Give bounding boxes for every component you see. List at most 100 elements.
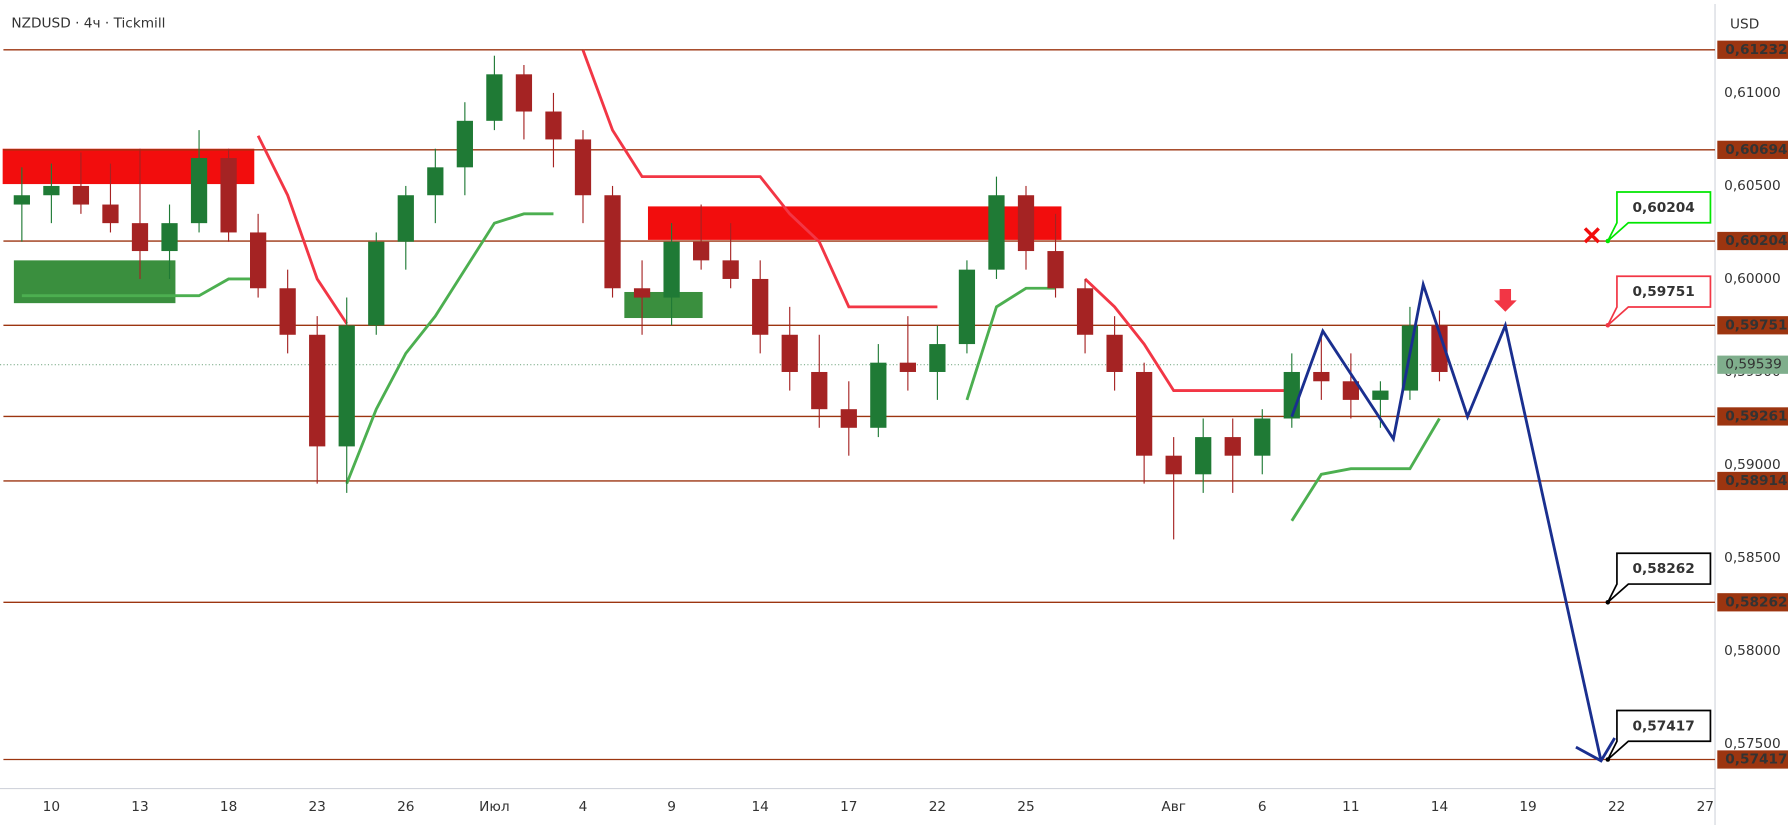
candle-body — [1136, 371, 1153, 456]
level-price-label: 0,60204 — [1725, 233, 1787, 249]
x-tick-label: 14 — [1431, 799, 1448, 815]
y-tick-label: 0,57500 — [1724, 736, 1781, 752]
trend-line — [256, 49, 1292, 393]
level-price-label: 0,58914 — [1725, 473, 1787, 489]
x-tick-label: 22 — [929, 799, 946, 815]
x-tick-label: 25 — [1017, 799, 1034, 815]
callout-label: 0,58262 — [1633, 561, 1695, 577]
candle-body — [427, 167, 444, 196]
pattern-line — [1290, 278, 1603, 762]
candle-body — [1313, 371, 1330, 382]
candle-body — [1342, 381, 1359, 400]
candle-body — [870, 362, 887, 428]
candle-body — [456, 120, 473, 168]
candle-body — [663, 241, 680, 298]
candle-body — [102, 204, 119, 224]
cancel-mark — [1583, 227, 1600, 244]
level-price-label: 0,57417 — [1725, 751, 1787, 767]
candle-body — [840, 409, 857, 428]
callout-point — [1605, 757, 1611, 762]
level-price-tag — [1717, 140, 1788, 159]
candle-body — [1431, 325, 1448, 372]
y-tick-label: 0,59000 — [1724, 457, 1781, 473]
level-price-tag — [1717, 407, 1788, 426]
candle-body — [279, 288, 296, 335]
currency-label: USD — [1730, 17, 1759, 33]
candle-body — [309, 334, 326, 447]
candle-body — [1017, 195, 1035, 252]
level-price-label: 0,59261 — [1725, 408, 1787, 424]
candle-body — [722, 260, 739, 279]
y-tick-label: 0,60000 — [1724, 271, 1781, 287]
level-price-label: 0,59751 — [1725, 317, 1787, 333]
y-tick-label: 0,61000 — [1724, 85, 1781, 101]
candle-body — [1106, 334, 1123, 372]
candle-body — [43, 185, 60, 196]
candle-body — [781, 334, 798, 372]
level-price-tag — [1717, 593, 1788, 612]
candle-body — [929, 344, 946, 372]
chart-title: NZDUSD · 4ч · Tickmill — [11, 15, 165, 31]
candle-body — [1076, 288, 1094, 335]
level-price-tag — [1717, 471, 1788, 491]
background — [0, 3, 1788, 826]
candle-body — [899, 362, 916, 372]
candle-body — [131, 223, 149, 252]
candle-body — [1195, 437, 1212, 475]
x-tick-label: 11 — [1342, 799, 1359, 815]
candle-body — [958, 269, 976, 345]
candle-body — [811, 371, 828, 410]
callout-point — [1605, 238, 1611, 244]
y-tick-label: 0,58000 — [1724, 643, 1781, 659]
x-tick-label: 6 — [1258, 799, 1267, 815]
candle-body — [1254, 418, 1271, 456]
x-tick-label: 18 — [220, 799, 237, 815]
y-tick-label: 0,60500 — [1724, 178, 1781, 194]
x-tick-label: 22 — [1608, 799, 1625, 815]
x-tick-label: Авг — [1161, 799, 1186, 815]
pattern-arrowhead — [1575, 737, 1616, 763]
zone — [2, 148, 255, 185]
candle-body — [1165, 455, 1182, 475]
x-tick-label: 27 — [1697, 799, 1714, 815]
x-tick-label: 4 — [579, 799, 588, 815]
candle-body — [338, 325, 355, 447]
candle-body — [13, 195, 30, 205]
x-tick-label: 23 — [308, 799, 325, 815]
candle-body — [1372, 390, 1389, 400]
candle-body — [988, 195, 1005, 270]
level-price-tag — [1717, 40, 1788, 59]
x-tick-label: 10 — [43, 799, 60, 815]
candle-body — [574, 139, 592, 196]
callout-point — [1605, 323, 1611, 328]
candle-body — [250, 232, 267, 289]
candle-body — [1224, 437, 1241, 456]
candle-body — [545, 111, 562, 140]
candle-body — [633, 288, 651, 298]
callout-label: 0,59751 — [1633, 284, 1695, 300]
x-tick-label: 9 — [667, 799, 676, 815]
callout-point — [1605, 600, 1611, 605]
candle-body — [72, 185, 90, 205]
candle-body — [693, 241, 710, 261]
level-price-tag — [1717, 750, 1788, 769]
x-tick-label: 26 — [397, 799, 414, 815]
candle-body — [368, 241, 385, 326]
candle-body — [1283, 371, 1300, 419]
candle-body — [486, 74, 503, 121]
x-tick-label: 14 — [751, 799, 768, 815]
sell-arrow — [1493, 288, 1517, 312]
callout-label: 0,60204 — [1633, 200, 1695, 216]
candle-body — [752, 278, 769, 335]
last-price-label: 0,59539 — [1725, 357, 1782, 373]
candle-body — [604, 195, 621, 289]
candle-body — [161, 223, 178, 252]
x-tick-label: 17 — [840, 799, 857, 815]
level-price-label: 0,58262 — [1725, 594, 1787, 610]
x-tick-label: 19 — [1519, 799, 1536, 815]
level-price-label: 0,61232 — [1725, 42, 1787, 58]
candle-body — [190, 158, 208, 224]
y-tick-label: 0,58500 — [1724, 550, 1781, 566]
trend-line — [21, 212, 1441, 522]
